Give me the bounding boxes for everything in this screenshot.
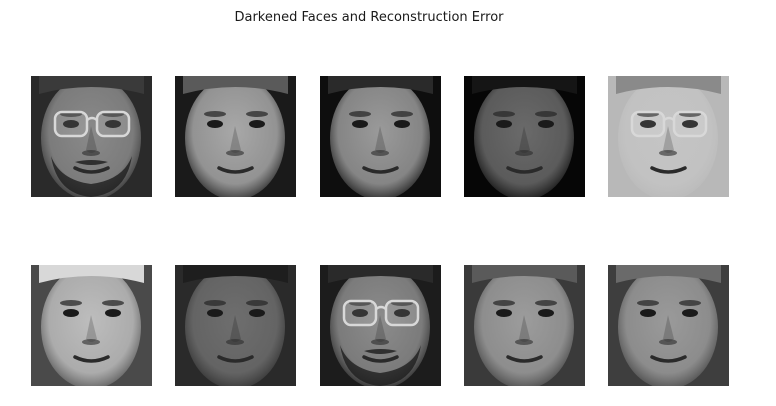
- face-image-r1c1: [31, 76, 152, 197]
- face-image-r2c4: [464, 265, 585, 386]
- face-image-r2c1: [31, 265, 152, 386]
- face-image-r2c2: [175, 265, 296, 386]
- figure-title: Darkened Faces and Reconstruction Error: [234, 10, 504, 25]
- face-image-r1c2: [175, 76, 296, 197]
- face-image-r2c5: [608, 265, 729, 386]
- face-image-r1c5: [608, 76, 729, 197]
- face-image-r1c3: [320, 76, 441, 197]
- face-image-r1c4: [464, 76, 585, 197]
- face-image-r2c3: [320, 265, 441, 386]
